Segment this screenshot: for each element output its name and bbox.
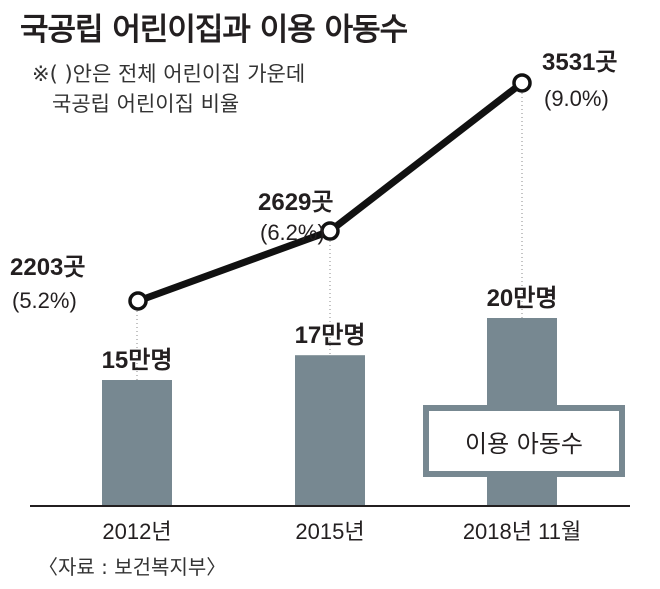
line-share-label-2: (9.0%) [544, 86, 609, 111]
note-line-1: ※( )안은 전체 어린이집 가운데 [32, 62, 306, 86]
bar-label-0: 15만명 [102, 347, 173, 374]
bar-1 [295, 355, 365, 506]
legend-box: 이용 아동수 [423, 405, 625, 477]
source-note: 〈자료 : 보건복지부〉 [38, 555, 227, 579]
line-share-label-1: (6.2%) [260, 220, 325, 245]
line-value-label-0: 2203곳 [10, 254, 85, 281]
legend-label: 이용 아동수 [464, 429, 584, 458]
line-value-label-2: 3531곳 [542, 49, 617, 76]
x-tick-0: 2012년 [102, 519, 171, 544]
bar-label-2: 20만명 [487, 285, 558, 312]
line-point-0 [128, 291, 148, 311]
x-tick-2: 2018년 11월 [463, 519, 581, 544]
bar-label-1: 17만명 [295, 322, 366, 349]
x-tick-1: 2015년 [295, 519, 364, 544]
line-share-label-0: (5.2%) [12, 288, 77, 313]
line-value-label-1: 2629곳 [258, 189, 333, 216]
bar-0 [102, 380, 172, 506]
line-point-1 [320, 221, 340, 241]
line-point-2 [512, 73, 532, 93]
note-line-2: 국공립 어린이집 비율 [52, 92, 240, 116]
chart-title: 국공립 어린이집과 이용 아동수 [20, 12, 408, 48]
